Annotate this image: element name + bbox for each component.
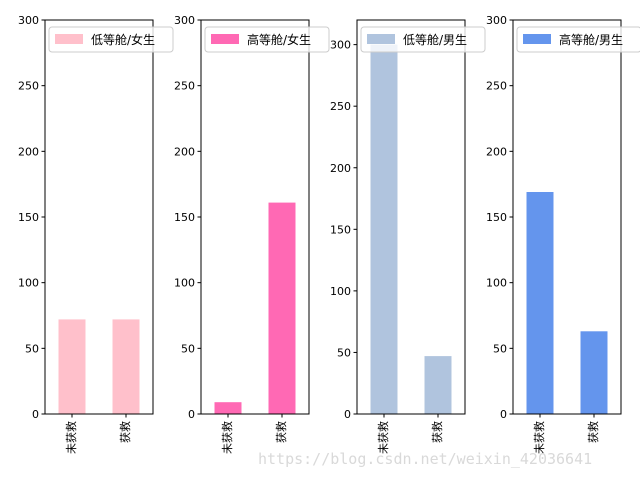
legend-box [48, 26, 174, 53]
y-tick-label: 300 [18, 14, 39, 27]
y-tick-label: 0 [32, 408, 39, 421]
bar [424, 356, 452, 414]
y-tick-label: 300 [330, 39, 351, 52]
legend-label: 低等舱/男生 [403, 33, 467, 47]
legend-swatch [367, 34, 395, 44]
y-tick-label: 250 [174, 80, 195, 93]
x-tick-label: 获救 [430, 421, 444, 443]
bar [112, 319, 140, 414]
y-tick-label: 300 [486, 14, 507, 27]
y-tick-label: 200 [330, 162, 351, 175]
x-tick-label: 未获救 [532, 421, 546, 454]
x-tick-label: 获救 [118, 421, 132, 443]
y-tick-label: 0 [188, 408, 195, 421]
y-tick-label: 250 [18, 80, 39, 93]
y-tick-label: 50 [181, 342, 195, 355]
y-tick-label: 50 [337, 346, 351, 359]
y-tick-label: 100 [486, 277, 507, 290]
x-tick-label: 未获救 [376, 421, 390, 454]
legend-box [204, 26, 330, 53]
x-tick-label: 未获救 [64, 421, 78, 454]
legend-swatch [55, 34, 83, 44]
y-tick-label: 100 [330, 285, 351, 298]
y-tick-label: 0 [344, 408, 351, 421]
subplot-1: 0 50 100 150 200 250 300 未获救 获救 低等舱/女生 [18, 14, 174, 454]
y-tick-label: 50 [25, 342, 39, 355]
y-tick-label: 50 [493, 342, 507, 355]
x-tick-label: 获救 [586, 421, 600, 443]
bar [526, 192, 554, 414]
subplot-2: 0 50 100 150 200 250 300 未获救 获救 高等舱/女生 [174, 14, 330, 454]
y-tick-label: 150 [486, 211, 507, 224]
bar [268, 202, 296, 414]
y-tick-label: 250 [330, 100, 351, 113]
x-tick-label: 获救 [274, 421, 288, 443]
y-tick-label: 150 [174, 211, 195, 224]
y-tick-label: 150 [18, 211, 39, 224]
x-tick-label: 未获救 [220, 421, 234, 454]
legend: 高等舱/女生 [204, 26, 330, 53]
y-tick-label: 300 [174, 14, 195, 27]
y-tick-label: 200 [174, 145, 195, 158]
axes-frame [356, 19, 466, 415]
legend-swatch [211, 34, 239, 44]
bar [58, 319, 86, 414]
y-tick-label: 200 [486, 145, 507, 158]
y-tick-label: 150 [330, 223, 351, 236]
bar [214, 402, 242, 414]
y-tick-label: 200 [18, 145, 39, 158]
bar [580, 331, 608, 414]
legend-swatch [523, 34, 551, 44]
subplot-4: 0 50 100 150 200 250 300 未获救 获救 高等舱/男生 [486, 14, 640, 454]
y-tick-label: 250 [486, 80, 507, 93]
bar [370, 44, 398, 414]
legend-box [516, 26, 640, 53]
legend: 低等舱/男生 [360, 26, 486, 53]
y-tick-label: 0 [500, 408, 507, 421]
subplot-3: 0 50 100 150 200 250 300 未获救 获救 低等舱/男生 [330, 19, 486, 454]
y-tick-label: 100 [174, 277, 195, 290]
legend: 低等舱/女生 [48, 26, 174, 53]
y-tick-label: 100 [18, 277, 39, 290]
legend-box [360, 26, 486, 53]
legend-label: 高等舱/男生 [559, 32, 623, 47]
legend: 高等舱/男生 [516, 26, 640, 53]
subplots: 0 50 100 150 200 250 300 未获救 获救 低等舱/女生 0 50 100 150 20… [18, 14, 640, 454]
watermark: https://blog.csdn.net/weixin_42036641 [258, 450, 593, 468]
legend-label: 低等舱/女生 [91, 32, 155, 47]
legend-label: 高等舱/女生 [247, 32, 311, 47]
